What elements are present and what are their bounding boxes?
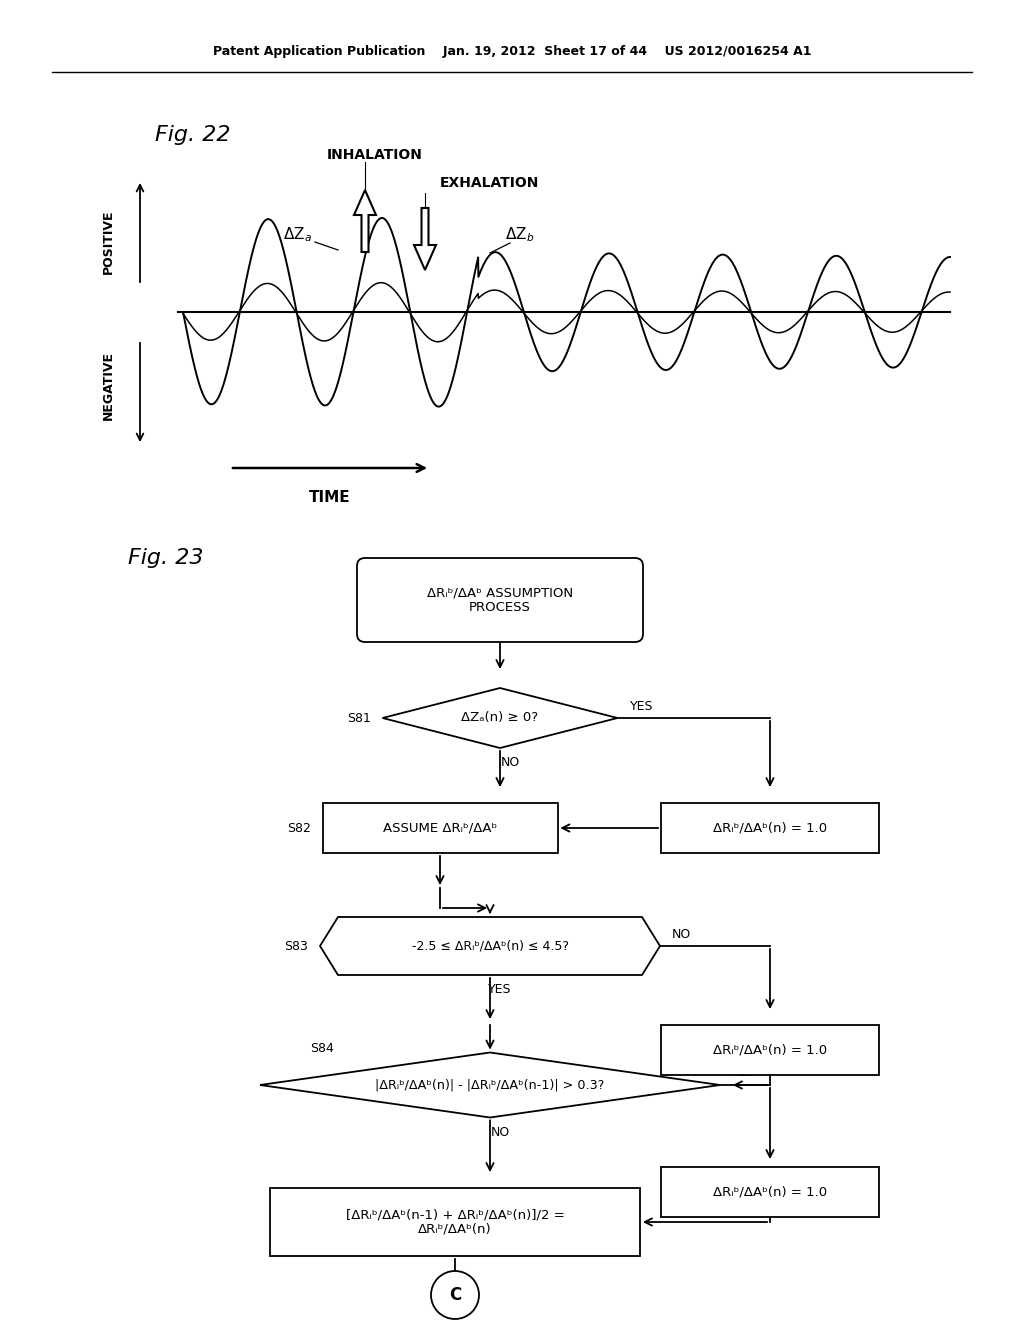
Text: YES: YES (732, 1067, 756, 1080)
Text: ΔRᵢᵇ/ΔAᵇ(n) = 1.0: ΔRᵢᵇ/ΔAᵇ(n) = 1.0 (713, 1185, 827, 1199)
Polygon shape (260, 1052, 720, 1118)
Text: Patent Application Publication    Jan. 19, 2012  Sheet 17 of 44    US 2012/00162: Patent Application Publication Jan. 19, … (213, 45, 811, 58)
Text: ΔRᵢᵇ/ΔAᵇ(n) = 1.0: ΔRᵢᵇ/ΔAᵇ(n) = 1.0 (713, 821, 827, 834)
Text: Fig. 23: Fig. 23 (128, 548, 204, 568)
FancyArrow shape (354, 190, 376, 252)
Text: S83: S83 (284, 940, 308, 953)
Bar (662, 1026, 879, 1074)
Text: $\Delta$Z$_b$: $\Delta$Z$_b$ (506, 226, 535, 244)
Text: ΔRᵢᵇ/ΔAᵇ ASSUMPTION
PROCESS: ΔRᵢᵇ/ΔAᵇ ASSUMPTION PROCESS (427, 586, 573, 614)
Bar (323, 803, 557, 853)
FancyBboxPatch shape (357, 558, 643, 642)
Text: ΔZₐ(n) ≥ 0?: ΔZₐ(n) ≥ 0? (462, 711, 539, 725)
Text: YES: YES (630, 700, 653, 713)
Text: YES: YES (488, 983, 512, 997)
Text: $\Delta$Z$_a$: $\Delta$Z$_a$ (283, 226, 311, 244)
Text: POSITIVE: POSITIVE (101, 210, 115, 275)
Text: NO: NO (501, 756, 519, 770)
Text: S81: S81 (347, 711, 371, 725)
Polygon shape (383, 688, 617, 748)
Text: C: C (449, 1286, 461, 1304)
Text: EXHALATION: EXHALATION (440, 176, 540, 190)
Text: ΔRᵢᵇ/ΔAᵇ(n) = 1.0: ΔRᵢᵇ/ΔAᵇ(n) = 1.0 (713, 1044, 827, 1056)
Bar (662, 1167, 879, 1217)
Bar (270, 1188, 640, 1257)
Text: -2.5 ≤ ΔRᵢᵇ/ΔAᵇ(n) ≤ 4.5?: -2.5 ≤ ΔRᵢᵇ/ΔAᵇ(n) ≤ 4.5? (412, 940, 568, 953)
FancyArrow shape (414, 209, 436, 271)
Text: ASSUME ΔRᵢᵇ/ΔAᵇ: ASSUME ΔRᵢᵇ/ΔAᵇ (383, 821, 497, 834)
Text: |ΔRᵢᵇ/ΔAᵇ(n)| - |ΔRᵢᵇ/ΔAᵇ(n-1)| > 0.3?: |ΔRᵢᵇ/ΔAᵇ(n)| - |ΔRᵢᵇ/ΔAᵇ(n-1)| > 0.3? (376, 1078, 605, 1092)
Text: TIME: TIME (309, 490, 351, 506)
Text: INHALATION: INHALATION (327, 148, 423, 162)
Circle shape (431, 1271, 479, 1319)
Polygon shape (319, 917, 660, 975)
Text: Fig. 22: Fig. 22 (155, 125, 230, 145)
Bar (662, 803, 879, 853)
Text: S82: S82 (287, 821, 310, 834)
Text: NO: NO (490, 1126, 510, 1138)
Text: NEGATIVE: NEGATIVE (101, 351, 115, 420)
Text: NO: NO (672, 928, 691, 940)
Text: [ΔRᵢᵇ/ΔAᵇ(n-1) + ΔRᵢᵇ/ΔAᵇ(n)]/2 =
ΔRᵢᵇ/ΔAᵇ(n): [ΔRᵢᵇ/ΔAᵇ(n-1) + ΔRᵢᵇ/ΔAᵇ(n)]/2 = ΔRᵢᵇ/Δ… (346, 1208, 564, 1236)
Text: S84: S84 (310, 1041, 334, 1055)
